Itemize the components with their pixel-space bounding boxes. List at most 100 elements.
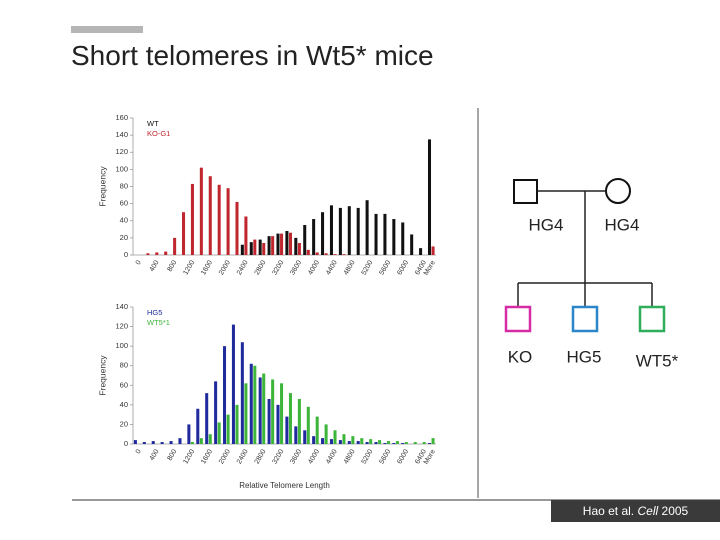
bar xyxy=(160,442,164,444)
bar xyxy=(321,212,325,255)
x-tick-label: 800 xyxy=(167,448,179,462)
bar xyxy=(351,436,355,444)
bar xyxy=(249,242,253,255)
bar xyxy=(155,252,159,255)
x-tick-label: 4800 xyxy=(343,259,357,276)
legend-label: WT5*1 xyxy=(147,318,170,327)
bar xyxy=(244,216,248,255)
bar xyxy=(431,438,435,444)
bar xyxy=(347,441,351,444)
x-tick-label: 5200 xyxy=(361,448,375,465)
bar xyxy=(231,324,235,444)
x-tick-label: 4000 xyxy=(307,448,321,465)
child-symbol xyxy=(504,305,532,333)
bar xyxy=(280,233,284,255)
bar xyxy=(217,184,221,255)
bar xyxy=(235,201,239,255)
bar xyxy=(386,441,391,444)
bar xyxy=(297,243,301,255)
x-tick-label: 0 xyxy=(135,448,143,455)
bar xyxy=(276,404,280,444)
x-tick-label: 4800 xyxy=(343,448,357,465)
bar xyxy=(133,440,137,444)
y-tick-label: 160 xyxy=(115,113,128,122)
parent-male xyxy=(513,179,538,204)
bar xyxy=(142,442,146,444)
y-tick-label: 40 xyxy=(120,216,128,225)
bar xyxy=(249,363,253,444)
bar xyxy=(208,176,212,255)
bar xyxy=(190,183,194,255)
y-tick-label: 60 xyxy=(120,199,128,208)
y-tick-label: 0 xyxy=(124,439,128,448)
bar xyxy=(329,439,333,444)
bar xyxy=(182,212,186,255)
x-tick-label: 400 xyxy=(149,448,161,462)
bar xyxy=(378,440,382,444)
x-tick-label: 5600 xyxy=(378,259,392,276)
bar xyxy=(401,222,405,255)
x-tick-label: 1200 xyxy=(182,259,196,276)
bar xyxy=(169,441,173,444)
bar xyxy=(312,219,316,255)
bar xyxy=(431,246,435,255)
x-tick-label: 3600 xyxy=(289,448,303,465)
y-axis-title: Frequency xyxy=(97,166,107,207)
bar xyxy=(199,438,203,444)
bar xyxy=(217,422,221,444)
bar xyxy=(315,416,319,444)
bar xyxy=(413,442,417,444)
bar xyxy=(262,243,266,255)
bar xyxy=(235,404,239,444)
bar xyxy=(178,438,182,444)
bar xyxy=(347,206,351,255)
slide-title: Short telomeres in Wt5* mice xyxy=(71,40,434,71)
bar xyxy=(374,213,378,255)
bar xyxy=(321,438,325,444)
legend-label: HG5 xyxy=(147,308,162,317)
bar xyxy=(333,254,337,255)
y-tick-label: 120 xyxy=(115,147,128,156)
bar xyxy=(306,406,310,444)
bar xyxy=(214,381,218,444)
accent-bar xyxy=(71,26,143,33)
bar xyxy=(374,442,378,444)
y-tick-label: 100 xyxy=(115,341,128,350)
bar xyxy=(240,342,244,444)
bar xyxy=(324,253,328,255)
bar xyxy=(410,234,414,255)
bar xyxy=(173,237,177,255)
x-tick-label: 1600 xyxy=(200,448,214,465)
y-tick-label: 140 xyxy=(115,302,128,311)
citation-journal: Cell xyxy=(637,504,659,518)
bar xyxy=(164,251,168,255)
bar xyxy=(315,252,319,255)
parent-label: HG4 xyxy=(605,215,640,234)
x-tick-label: 2800 xyxy=(254,448,268,465)
x-tick-label: 2000 xyxy=(218,259,232,276)
bar xyxy=(395,441,399,444)
y-tick-label: 120 xyxy=(115,322,128,331)
bar xyxy=(338,207,342,255)
bar xyxy=(294,237,298,255)
legend-label: WT xyxy=(147,119,159,128)
y-tick-label: 20 xyxy=(120,419,128,428)
x-tick-label: 5600 xyxy=(378,448,392,465)
parent-label: HG4 xyxy=(529,215,564,234)
bar xyxy=(369,439,373,444)
x-tick-label: 3600 xyxy=(289,259,303,276)
bar xyxy=(294,426,298,444)
y-tick-label: 80 xyxy=(120,361,128,370)
bar xyxy=(303,225,307,255)
bar xyxy=(280,383,284,444)
y-tick-label: 140 xyxy=(115,130,128,139)
bar xyxy=(262,373,266,444)
bar xyxy=(365,442,369,444)
bar xyxy=(342,254,346,255)
bar xyxy=(226,188,230,255)
bar xyxy=(324,424,328,444)
y-axis-title: Frequency xyxy=(97,355,107,396)
x-tick-label: 4400 xyxy=(325,448,339,465)
